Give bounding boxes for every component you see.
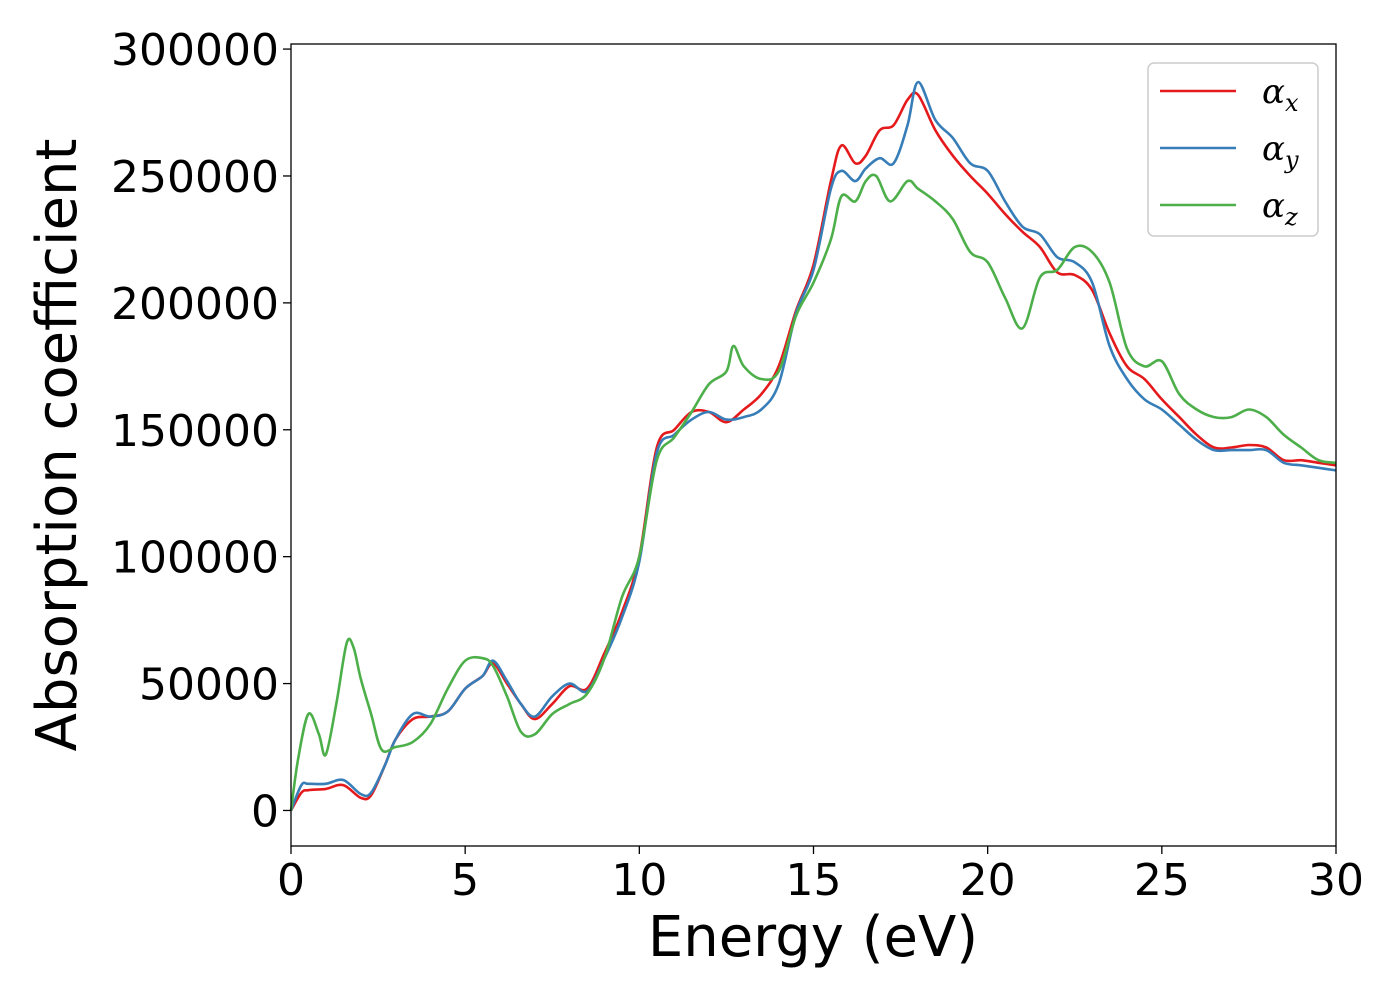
x-tick-label: 30 bbox=[1308, 855, 1364, 906]
y-tick-label: 150000 bbox=[111, 406, 279, 457]
x-tick-label: 20 bbox=[960, 855, 1016, 906]
x-axis-ticks: 0 5 10 15 20 25 30 bbox=[277, 846, 1364, 906]
x-tick-label: 5 bbox=[451, 855, 479, 906]
x-tick-label: 0 bbox=[277, 855, 305, 906]
y-tick-label: 100000 bbox=[111, 533, 279, 584]
y-tick-label: 200000 bbox=[111, 279, 279, 330]
x-tick-label: 15 bbox=[786, 855, 842, 906]
x-axis-title: Energy (eV) bbox=[648, 905, 978, 970]
y-tick-label: 250000 bbox=[111, 152, 279, 203]
y-tick-label: 0 bbox=[251, 786, 279, 837]
series-line-y bbox=[289, 80, 1337, 811]
series-line-z bbox=[289, 173, 1337, 811]
legend-label-z: αz bbox=[1262, 186, 1298, 231]
y-tick-label: 300000 bbox=[111, 25, 279, 76]
y-tick-label: 50000 bbox=[139, 660, 279, 711]
series-layer bbox=[289, 80, 1337, 812]
x-tick-label: 10 bbox=[611, 855, 667, 906]
x-tick-label: 25 bbox=[1134, 855, 1190, 906]
y-axis-ticks: 0 50000 100000 150000 200000 250000 300000 bbox=[111, 25, 291, 837]
legend-box bbox=[1147, 62, 1319, 237]
y-axis-title: Absorption coefficient bbox=[25, 139, 90, 752]
